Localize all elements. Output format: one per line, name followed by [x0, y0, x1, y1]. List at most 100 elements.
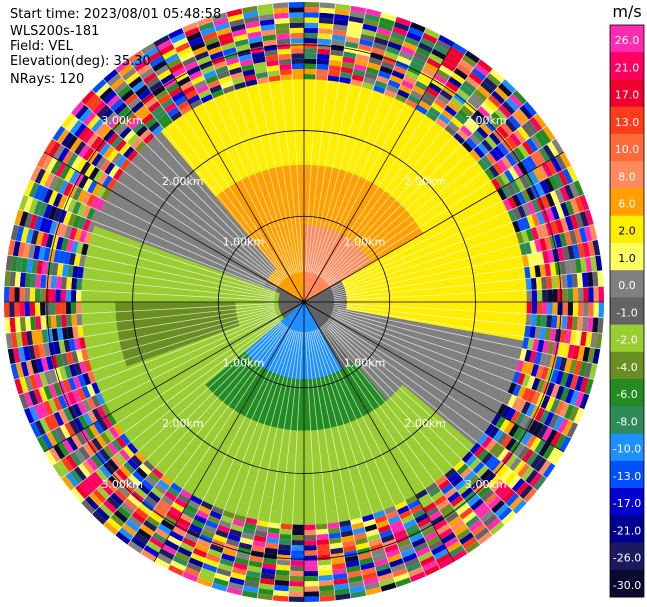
- ray-separator: [308, 5, 352, 273]
- noise-gate: [538, 441, 551, 457]
- noise-gate: [393, 65, 408, 75]
- noise-gate: [394, 500, 408, 511]
- ray-separator: [317, 328, 441, 570]
- noise-gate: [407, 26, 424, 38]
- noise-gate: [353, 532, 368, 541]
- noise-gate: [9, 317, 16, 333]
- noise-gate: [597, 317, 604, 334]
- spoke-300: [43, 151, 305, 303]
- ray-separator: [287, 2, 303, 273]
- noise-gate: [291, 63, 304, 70]
- noise-gate: [277, 549, 291, 556]
- noise-gate: [512, 207, 522, 221]
- noise-gate: [200, 93, 214, 104]
- noise-gate: [134, 486, 148, 500]
- noise-gate: [582, 241, 591, 258]
- noise-gate: [501, 185, 512, 199]
- ray-separator: [333, 239, 598, 297]
- noise-gate: [529, 325, 536, 339]
- noise-gate: [40, 302, 46, 316]
- noise-gate: [73, 140, 87, 156]
- noise-gate: [547, 302, 553, 316]
- ray-separator: [320, 50, 468, 278]
- noise-gate: [577, 242, 586, 259]
- noise-gate: [524, 349, 533, 363]
- noise-gate: [304, 17, 319, 23]
- noise-gate: [512, 370, 521, 384]
- noise-gate: [490, 499, 506, 514]
- ray-separator: [328, 319, 547, 479]
- noise-gate: [192, 547, 208, 559]
- noise-gate: [45, 288, 51, 302]
- noise-gate: [447, 76, 463, 89]
- noise-gate: [577, 302, 584, 317]
- noise-gate: [245, 570, 262, 578]
- noise-gate: [368, 56, 383, 66]
- noise-gate: [205, 41, 221, 51]
- noise-gate: [409, 571, 427, 583]
- noise-gate: [538, 147, 551, 163]
- noise-gate: [493, 445, 506, 459]
- noise-gate: [486, 517, 502, 532]
- noise-gate: [100, 188, 112, 201]
- noise-gate: [81, 398, 92, 413]
- noise-gate: [414, 512, 429, 524]
- noise-gate: [25, 360, 35, 376]
- noise-gate: [430, 490, 445, 502]
- noise-gate: [10, 363, 20, 380]
- noise-gate: [526, 214, 536, 229]
- noise-gate: [597, 270, 604, 287]
- noise-gate: [254, 530, 268, 538]
- noise-gate: [268, 75, 281, 82]
- noise-gate: [416, 517, 431, 529]
- noise-gate: [115, 122, 129, 136]
- noise-gate: [167, 27, 185, 40]
- noise-gate: [160, 73, 175, 85]
- noise-gate: [182, 85, 196, 96]
- noise-gate: [151, 124, 164, 137]
- noise-gate: [507, 115, 522, 130]
- noise-gate: [257, 593, 274, 601]
- noise-gate: [187, 499, 201, 510]
- noise-gate: [68, 170, 80, 185]
- noise-gate: [376, 27, 392, 37]
- ray-separator: [322, 68, 494, 279]
- noise-gate: [99, 158, 112, 173]
- ray-separator: [333, 307, 598, 365]
- noise-gate: [485, 439, 497, 452]
- noise-gate: [317, 33, 333, 40]
- noise-gate: [66, 152, 79, 168]
- noise-gate: [433, 519, 448, 531]
- noise-gate: [91, 152, 103, 167]
- noise-gate: [541, 302, 548, 315]
- noise-gate: [503, 169, 515, 183]
- noise-gate: [39, 371, 49, 387]
- noise-gate: [319, 595, 336, 602]
- noise-gate: [102, 128, 116, 143]
- noise-gate: [151, 467, 164, 480]
- noise-gate: [556, 315, 563, 330]
- noise-gate: [390, 31, 406, 42]
- noise-gate: [508, 423, 520, 438]
- noise-gate: [23, 407, 35, 425]
- noise-gate: [99, 503, 114, 518]
- noise-gate: [244, 78, 258, 87]
- noise-gate: [273, 590, 289, 597]
- noise-gate: [562, 419, 574, 436]
- noise-gate: [562, 168, 574, 185]
- noise-gate: [396, 89, 410, 99]
- noise-gate: [341, 535, 355, 543]
- noise-gate: [535, 365, 545, 379]
- noise-gate: [102, 445, 115, 459]
- noise-gate: [194, 543, 210, 554]
- noise-gate: [550, 220, 560, 236]
- noise-gate: [73, 253, 81, 267]
- noise-gate: [111, 118, 125, 133]
- noise-gate: [551, 449, 564, 466]
- noise-gate: [497, 142, 510, 156]
- noise-gate: [521, 254, 530, 268]
- noise-gate: [272, 2, 289, 9]
- noise-gate: [244, 575, 261, 584]
- noise-gate: [404, 36, 420, 47]
- noise-gate: [87, 370, 96, 384]
